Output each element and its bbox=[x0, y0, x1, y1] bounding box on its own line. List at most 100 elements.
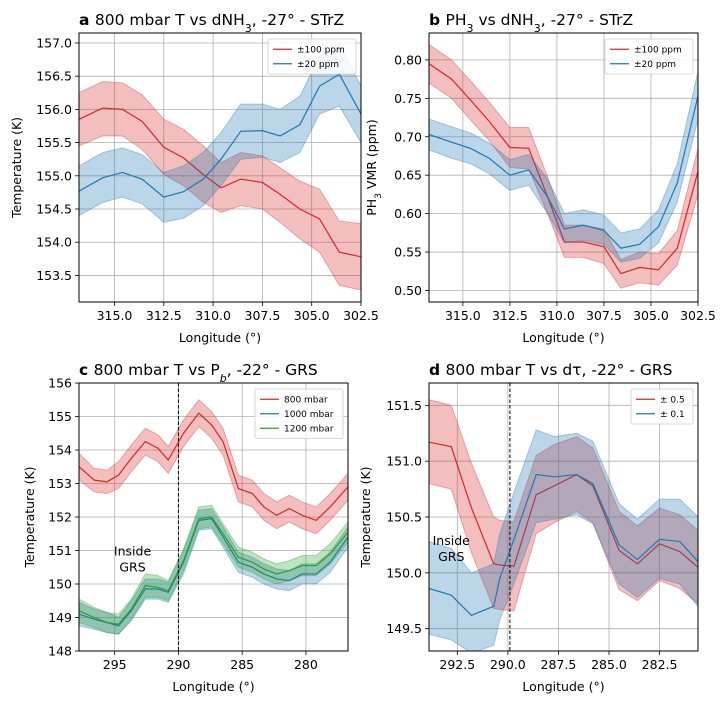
y-tick-label: 150.5 bbox=[386, 510, 422, 525]
annotation-text: Inside bbox=[433, 533, 471, 548]
series-band-1 bbox=[79, 42, 361, 223]
panel-letter: a bbox=[79, 11, 95, 29]
x-tick-label: 315.0 bbox=[445, 308, 481, 323]
y-axis-label: PH3 VMR (ppm) bbox=[364, 119, 384, 215]
series-band-0 bbox=[79, 80, 361, 291]
y-tick-label: 155 bbox=[48, 409, 72, 424]
x-tick-label: 302.5 bbox=[343, 308, 379, 323]
legend-frame bbox=[254, 388, 344, 439]
series-band-0 bbox=[79, 399, 348, 535]
plot-area bbox=[79, 399, 348, 635]
y-tick-label: 155.0 bbox=[36, 168, 72, 183]
x-tick-label: 290.0 bbox=[490, 657, 526, 672]
x-tick-label: 285.0 bbox=[591, 657, 627, 672]
y-tick-label: 156.0 bbox=[36, 102, 72, 117]
legend-label: 1200 mbar bbox=[284, 424, 334, 434]
y-axis-label: Temperature (K) bbox=[358, 466, 373, 568]
series-line-0 bbox=[79, 107, 361, 258]
panel-title: a 800 mbar T vs dNH3, -27° - STrZ bbox=[79, 11, 344, 35]
x-tick-label: 295 bbox=[103, 657, 127, 672]
y-tick-label: 150.0 bbox=[386, 565, 422, 580]
y-tick-label: 0.65 bbox=[394, 168, 422, 183]
panel-title: d 800 mbar T vs dτ, -22° - GRS bbox=[429, 361, 673, 379]
y-tick-label: 0.75 bbox=[394, 91, 422, 106]
series-line-2 bbox=[79, 516, 348, 625]
plot-area bbox=[429, 43, 698, 289]
y-tick-label: 150 bbox=[48, 577, 72, 592]
legend-frame bbox=[604, 38, 694, 75]
y-tick-label: 148 bbox=[48, 644, 72, 659]
x-tick-label: 310.0 bbox=[195, 308, 231, 323]
y-tick-label: 154.5 bbox=[36, 202, 72, 217]
x-tick-label: 307.5 bbox=[245, 308, 281, 323]
legend: ± 0.5 ± 0.1 bbox=[630, 388, 694, 425]
legend-label: ± 0.5 bbox=[660, 395, 685, 405]
y-tick-label: 155.5 bbox=[36, 135, 72, 150]
series-line-1 bbox=[79, 518, 348, 627]
y-tick-label: 0.60 bbox=[394, 206, 422, 221]
x-axis-label: Longitude (°) bbox=[522, 679, 604, 694]
x-tick-label: 280 bbox=[294, 657, 318, 672]
y-tick-label: 149.5 bbox=[386, 621, 422, 636]
x-tick-label: 312.5 bbox=[146, 308, 182, 323]
panel-a: 315.0 312.5 310.0 307.5 305.0 302.5 153.5 154.0… bbox=[9, 11, 379, 345]
x-tick-label: 305.0 bbox=[633, 308, 669, 323]
series-band-2 bbox=[79, 504, 348, 635]
annotation-text: GRS bbox=[438, 549, 464, 564]
y-axis-label: Temperature (K) bbox=[9, 117, 24, 219]
y-axis-label: Temperature (K) bbox=[22, 466, 37, 568]
x-tick-label: 292.5 bbox=[439, 657, 475, 672]
x-tick-label: 312.5 bbox=[492, 308, 528, 323]
x-tick-label: 287.5 bbox=[541, 657, 577, 672]
series-line-1 bbox=[79, 73, 361, 198]
x-axis-label: Longitude (°) bbox=[522, 330, 604, 345]
y-tick-label: 154.0 bbox=[36, 235, 72, 250]
y-tick-label: 156.5 bbox=[36, 69, 72, 84]
legend-label: 1000 mbar bbox=[284, 410, 334, 420]
series-band-0 bbox=[429, 399, 698, 612]
legend-label: ±20 ppm bbox=[634, 60, 676, 70]
x-tick-label: 282.5 bbox=[642, 657, 678, 672]
legend-label: ±100 ppm bbox=[634, 45, 682, 55]
x-tick-label: 310.0 bbox=[539, 308, 575, 323]
panel-letter: c bbox=[79, 361, 94, 379]
series-line-1 bbox=[429, 95, 698, 249]
x-tick-label: 302.5 bbox=[680, 308, 716, 323]
y-tick-label: 151.0 bbox=[386, 454, 422, 469]
legend-label: ± 0.1 bbox=[660, 410, 685, 420]
axes-frame bbox=[428, 32, 699, 303]
y-tick-label: 0.55 bbox=[394, 245, 422, 260]
legend: ±100 ppm ±20 ppm bbox=[604, 38, 694, 75]
legend-label: ±20 ppm bbox=[297, 60, 339, 70]
y-tick-label: 153 bbox=[48, 476, 72, 491]
y-tick-label: 151 bbox=[48, 543, 72, 558]
y-tick-label: 0.70 bbox=[394, 129, 422, 144]
x-axis-label: Longitude (°) bbox=[179, 330, 261, 345]
y-tick-label: 151.5 bbox=[386, 398, 422, 413]
y-tick-label: 154 bbox=[48, 443, 72, 458]
x-tick-label: 305.0 bbox=[294, 308, 330, 323]
x-tick-label: 307.5 bbox=[586, 308, 622, 323]
y-tick-label: 0.80 bbox=[394, 52, 422, 67]
y-tick-label: 153.5 bbox=[36, 268, 72, 283]
panel-title: c 800 mbar T vs Pb, -22° - GRS bbox=[79, 361, 318, 385]
annotation-text: Inside bbox=[114, 544, 152, 559]
annotation-text: GRS bbox=[119, 560, 145, 575]
y-tick-label: 152 bbox=[48, 510, 72, 525]
y-tick-label: 156 bbox=[48, 376, 72, 391]
series-band-0 bbox=[429, 43, 698, 289]
series-line-0 bbox=[79, 412, 348, 522]
y-tick-label: 0.50 bbox=[394, 283, 422, 298]
legend-label: 800 mbar bbox=[284, 395, 328, 405]
y-tick-label: 149 bbox=[48, 610, 72, 625]
legend-label: ±100 ppm bbox=[297, 45, 345, 55]
panel-letter: d bbox=[429, 361, 446, 379]
panel-b: 315.0 312.5 310.0 307.5 305.0 302.5 0.50 0.55 0.… bbox=[364, 11, 716, 345]
y-tick-label: 157.0 bbox=[36, 35, 72, 50]
series-line-1 bbox=[429, 473, 698, 616]
panel-letter: b bbox=[429, 11, 446, 29]
panel-title: b PH3 vs dNH3, -27° - STrZ bbox=[429, 11, 633, 35]
x-axis-label: Longitude (°) bbox=[172, 679, 254, 694]
